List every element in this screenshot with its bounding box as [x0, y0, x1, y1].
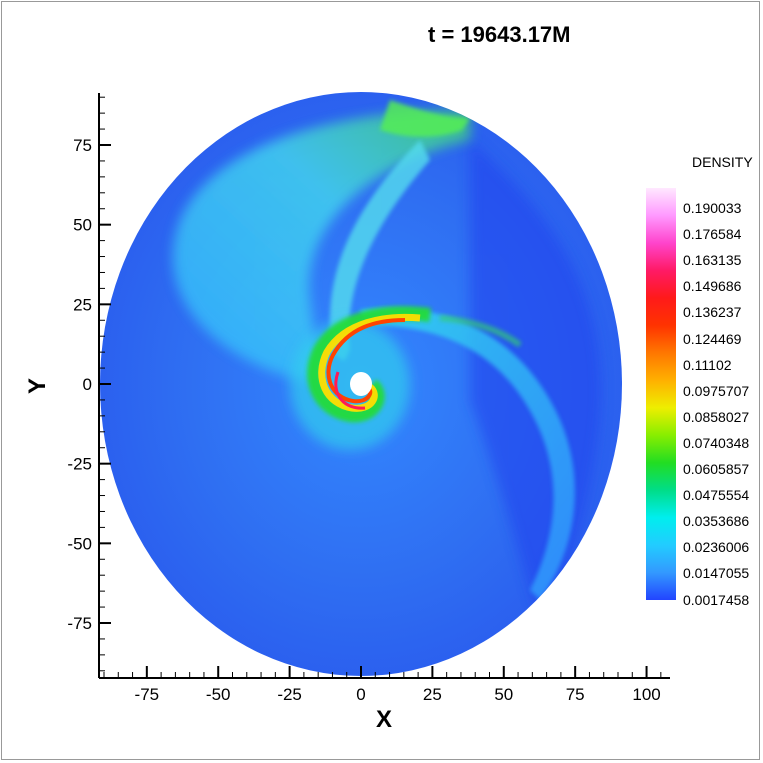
y-tick-label: 50: [73, 216, 92, 235]
colorbar-label: 0.124469: [683, 330, 742, 347]
density-structure: [172, 100, 602, 620]
colorbar-label: 0.0236006: [683, 539, 750, 556]
y-axis-label: Y: [24, 377, 52, 395]
y-tick-label: 25: [73, 295, 92, 314]
x-ticks: -75 -50 -25 0 25 50 75 100: [103, 666, 662, 704]
colorbar-label: 0.0353686: [683, 513, 750, 530]
colorbar-title: DENSITY: [692, 154, 753, 170]
x-tick-label: 0: [356, 685, 365, 704]
colorbar-strip: [646, 188, 676, 600]
colorbar-label: 0.0605857: [683, 461, 750, 477]
y-tick-label: 75: [73, 136, 92, 155]
y-tick-label: -25: [67, 455, 92, 474]
colorbar-label: 0.190033: [683, 200, 742, 216]
colorbar-label: 0.11102: [683, 356, 732, 373]
colorbar-label: 0.0975707: [683, 382, 750, 399]
x-tick-label: -75: [135, 685, 160, 704]
x-tick-label: 75: [566, 685, 585, 704]
colorbar-label: 0.0147055: [683, 565, 750, 582]
x-tick-label: 50: [494, 685, 513, 704]
x-axis-label: X: [376, 706, 393, 733]
x-tick-label: -50: [206, 685, 231, 704]
chart-title: t = 19643.17M: [428, 22, 571, 47]
inner-hole: [350, 372, 372, 396]
x-tick-label: 100: [632, 685, 660, 704]
x-tick-label: 25: [423, 685, 442, 704]
colorbar-label: 0.149686: [683, 278, 742, 295]
y-tick-label: 0: [83, 375, 92, 394]
colorbar-label: 0.163135: [683, 252, 742, 269]
colorbar-label: 0.0858027: [683, 408, 750, 425]
colorbar-label: 0.0740348: [683, 434, 750, 451]
x-tick-label: -25: [277, 685, 302, 704]
y-ticks: 75 50 25 0 -25 -50 -75: [67, 96, 111, 672]
colorbar-label: 0.0017458: [683, 591, 750, 608]
y-tick-label: -75: [67, 614, 92, 633]
colorbar-label: 0.0475554: [683, 487, 750, 504]
colorbar-label: 0.176584: [683, 226, 742, 243]
colorbar-label: 0.136237: [683, 304, 742, 321]
y-tick-label: -50: [67, 534, 92, 553]
